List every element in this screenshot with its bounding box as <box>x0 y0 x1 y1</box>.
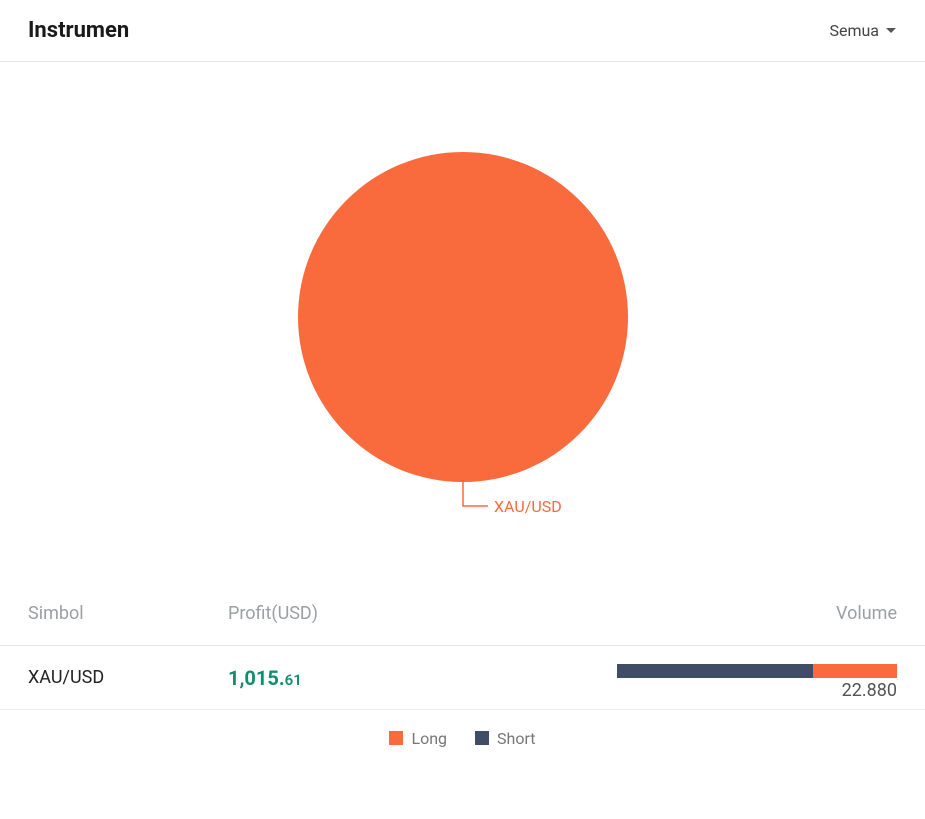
header: Instrumen Semua <box>0 0 925 62</box>
pie-chart: XAU/USD <box>0 62 925 582</box>
pie-slice-xauusd[interactable] <box>298 152 628 482</box>
legend: Long Short <box>0 710 925 766</box>
col-volume: Volume <box>597 603 897 624</box>
col-symbol: Simbol <box>28 603 228 624</box>
volume-bar-short <box>617 664 813 678</box>
filter-dropdown[interactable]: Semua <box>829 21 897 40</box>
pie-callout-label: XAU/USD <box>494 497 562 516</box>
volume-value: 22.880 <box>842 680 897 701</box>
table-header: Simbol Profit(USD) Volume <box>0 582 925 646</box>
row-symbol: XAU/USD <box>28 667 228 688</box>
row-volume-cell: 22.880 <box>597 646 897 709</box>
col-profit: Profit(USD) <box>228 603 597 624</box>
chevron-down-icon <box>885 27 897 35</box>
page-title: Instrumen <box>28 18 129 43</box>
legend-swatch-short <box>475 731 489 745</box>
instrument-table: Simbol Profit(USD) Volume XAU/USD 1,015.… <box>0 582 925 710</box>
legend-label-long: Long <box>411 729 447 748</box>
row-profit: 1,015.61 <box>228 666 597 690</box>
filter-label: Semua <box>829 21 879 40</box>
legend-item-short: Short <box>475 729 535 748</box>
volume-bar-long <box>813 664 897 678</box>
legend-label-short: Short <box>497 729 535 748</box>
legend-swatch-long <box>389 731 403 745</box>
volume-bar <box>617 664 897 678</box>
table-row[interactable]: XAU/USD 1,015.61 22.880 <box>0 646 925 710</box>
legend-item-long: Long <box>389 729 447 748</box>
